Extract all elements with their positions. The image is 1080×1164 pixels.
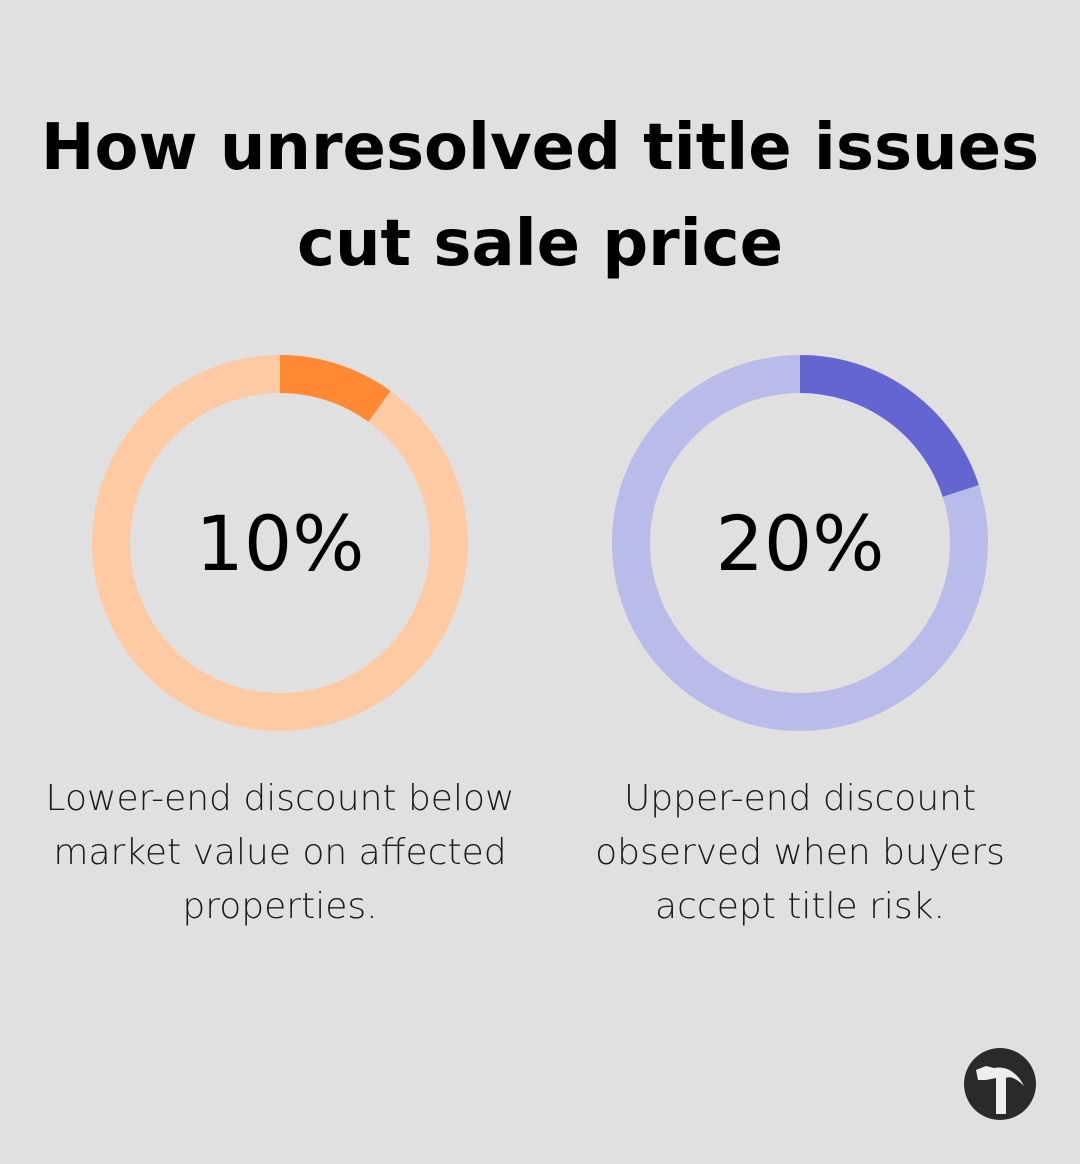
description-2: Upper-end discount observed when buyers … bbox=[595, 778, 1005, 927]
donut-svg-2 bbox=[612, 355, 988, 731]
donut-value-arc bbox=[92, 355, 468, 731]
donut-value-arc bbox=[612, 355, 988, 731]
donut-chart-1: 10% bbox=[92, 355, 468, 731]
donut-svg-1 bbox=[92, 355, 468, 731]
donut-value-label: 10% bbox=[195, 498, 365, 588]
donut-value-label: 20% bbox=[715, 498, 885, 588]
hammer-icon bbox=[964, 1048, 1036, 1120]
page-title: How unresolved title issues cut sale pri… bbox=[40, 111, 1040, 281]
description-1: Lower-end discount below market value on… bbox=[45, 778, 515, 927]
donut-chart-2: 20% bbox=[612, 355, 988, 731]
